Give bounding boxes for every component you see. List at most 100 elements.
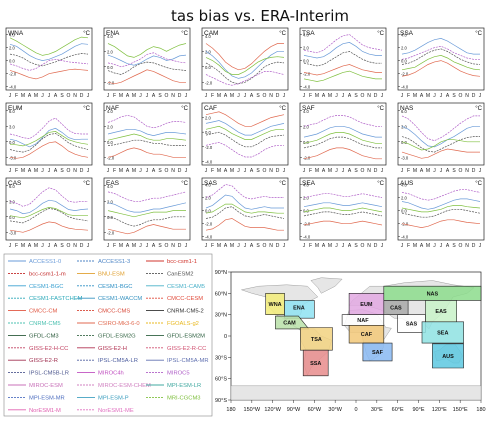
y-tick-label: -2.0 (107, 155, 115, 160)
legend-entry: IPSL-CM5A-MR (167, 358, 209, 364)
x-tick-label: N (73, 168, 77, 174)
y-tick-label: 6.0 (9, 109, 15, 114)
series-line-canesm2 (401, 136, 480, 153)
series-line-canesm2 (401, 208, 481, 218)
x-tick-label: O (263, 93, 267, 99)
y-tick-label: -2.0 (205, 222, 213, 227)
y-tick-label: 0.0 (9, 140, 15, 145)
y-tick-label: 4.0 (303, 109, 309, 114)
y-tick-label: -4.0 (205, 159, 213, 164)
x-tick-label: M (21, 93, 25, 99)
x-tick-label: J (401, 243, 404, 249)
x-tick-label: F (309, 93, 312, 99)
panel-wna: WNA °C4.02.00.0-2.0-4.0J F M A M J J A S O N D J (5, 27, 93, 99)
x-tick-label: M (426, 168, 430, 174)
legend-entry: GISS-E2-R (29, 358, 58, 364)
x-tick-label: J (87, 93, 90, 99)
x-tick-label: A (28, 93, 32, 99)
x-tick-label: A (348, 93, 352, 99)
map-region-label: CAF (361, 332, 373, 338)
map-region-label: NAS (427, 291, 439, 297)
x-tick-label: D (178, 168, 182, 174)
x-tick-label: A (126, 168, 130, 174)
x-tick-label: M (230, 243, 234, 249)
x-tick-label: S (354, 168, 358, 174)
x-tick-label: M (34, 93, 38, 99)
series-line-csiro-mk3-6-0 (401, 60, 481, 77)
x-tick-label: A (224, 168, 228, 174)
x-tick-label: A (54, 93, 58, 99)
series-line-canesm2 (303, 51, 382, 67)
lon-tick-label: 90°E (413, 407, 425, 413)
x-tick-label: J (185, 168, 188, 174)
x-tick-label: N (367, 168, 371, 174)
model-legend: ACCESS1-0 ACCESS1-3 bcc-csm1-1 bcc-csm1-1-m… (3, 253, 213, 417)
x-tick-label: S (158, 243, 162, 249)
panel-region-label: ENA (106, 30, 120, 37)
x-tick-label: S (158, 168, 162, 174)
x-tick-label: J (205, 168, 208, 174)
panel-unit-label: °C (377, 106, 384, 112)
series-line-mri-cgcm3 (9, 36, 89, 56)
panel-region-label: CAS (8, 180, 22, 187)
lon-tick-label: 0 (354, 407, 357, 413)
x-tick-label: J (479, 168, 482, 174)
series-line-csiro-mk3-6-0 (107, 224, 186, 235)
y-tick-label: 2.0 (205, 116, 211, 121)
x-tick-label: D (276, 168, 280, 174)
x-tick-label: N (465, 93, 469, 99)
series-line-mri-cgcm3 (205, 56, 285, 75)
panel-region-label: TSA (302, 30, 315, 37)
y-tick-label: 2.0 (303, 196, 309, 201)
x-tick-label: D (276, 93, 280, 99)
map-region-label: EUM (360, 302, 373, 308)
x-tick-label: A (446, 243, 450, 249)
x-tick-label: A (322, 168, 326, 174)
x-tick-label: J (139, 243, 142, 249)
x-tick-label: F (407, 168, 410, 174)
series-line-mri-cgcm3 (107, 210, 186, 218)
y-tick-label: 2.0 (303, 124, 309, 129)
x-tick-label: J (244, 243, 247, 249)
y-tick-label: -2.0 (205, 145, 213, 150)
panel-naf: NAF °C4.02.00.0-2.0J F M A M J J A S O N D J (103, 102, 191, 174)
x-tick-label: N (73, 93, 77, 99)
y-tick-label: -2.0 (9, 72, 17, 77)
x-tick-label: S (60, 168, 64, 174)
x-tick-label: J (237, 168, 240, 174)
series-line-csiro-mk3-6-0 (205, 111, 285, 127)
series-line-miroc5 (205, 71, 285, 86)
map-region-label: ENA (293, 306, 305, 312)
y-tick-label: 2.0 (205, 196, 211, 201)
x-tick-label: J (244, 168, 247, 174)
series-line-access1-0 (401, 198, 481, 210)
y-tick-label: -4.0 (401, 85, 409, 90)
x-tick-label: M (34, 168, 38, 174)
y-tick-label: 6.0 (9, 184, 15, 189)
panel-region-label: WNA (8, 30, 24, 37)
x-tick-label: A (250, 243, 254, 249)
x-tick-label: F (309, 243, 312, 249)
x-tick-label: A (420, 243, 424, 249)
y-tick-label: 0.0 (205, 130, 211, 135)
series-line-canesm2 (303, 211, 383, 217)
x-tick-label: S (452, 93, 456, 99)
series-line-csiro-mk3-6-0 (303, 147, 382, 160)
series-line-access1-0 (9, 127, 88, 148)
series-line-miroc5 (303, 115, 382, 127)
x-tick-label: J (237, 243, 240, 249)
x-tick-label: O (459, 243, 463, 249)
map-region-label: SEA (437, 330, 448, 336)
x-tick-label: J (440, 168, 443, 174)
x-tick-label: N (465, 243, 469, 249)
y-tick-label: 0.0 (205, 65, 211, 70)
x-tick-label: A (250, 93, 254, 99)
series-line-access1-0 (205, 194, 284, 210)
x-tick-label: J (107, 93, 110, 99)
map-region-wna (265, 292, 285, 316)
x-tick-label: A (54, 243, 58, 249)
map-region-label: SSA (310, 361, 321, 367)
x-tick-label: M (426, 93, 430, 99)
x-tick-label: F (113, 243, 116, 249)
